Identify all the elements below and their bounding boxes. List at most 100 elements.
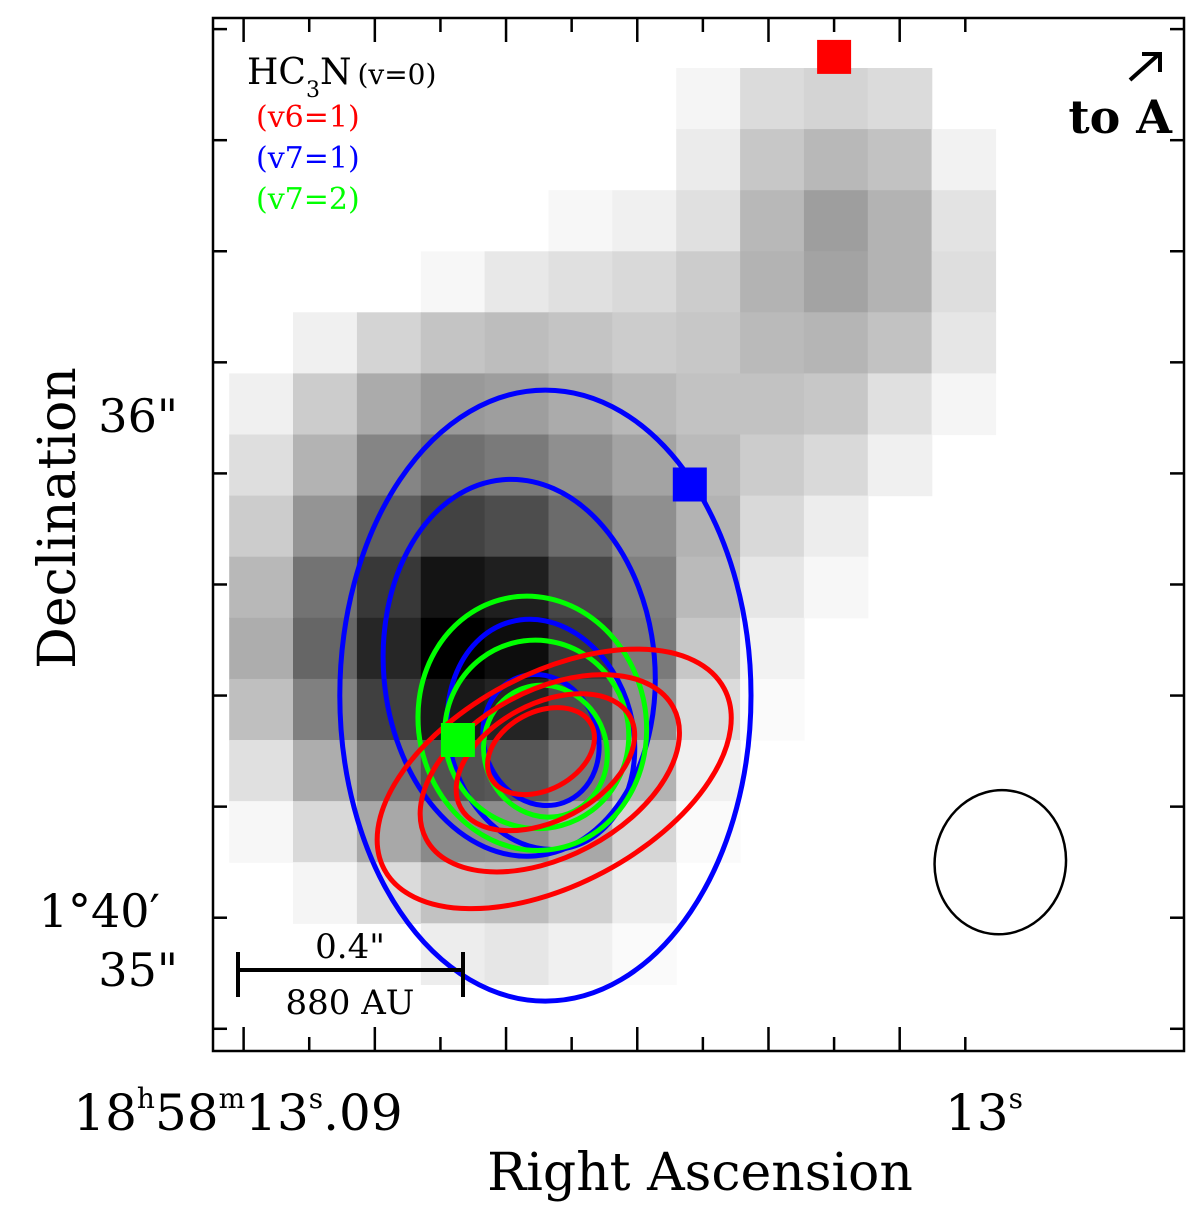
heatmap-cell [676, 740, 741, 802]
heatmap-cell [612, 190, 677, 252]
heatmap-cell [420, 312, 486, 374]
heatmap-cell [229, 678, 294, 741]
heatmap-cell [867, 129, 933, 191]
heatmap-cell [740, 190, 805, 252]
heatmap-cell [803, 434, 869, 497]
heatmap-cell [484, 312, 550, 374]
heatmap-cell [803, 251, 869, 313]
marker-layer [440, 39, 852, 757]
contour-v71-level-2 [380, 476, 658, 859]
heatmap-cell [931, 373, 997, 436]
heatmap-cell [931, 251, 997, 313]
heatmap-cell [931, 129, 997, 191]
contour-v61-level-3 [453, 691, 638, 834]
heatmap-cell [867, 373, 933, 436]
heatmap-cell [740, 68, 805, 130]
heatmap-cell [803, 556, 869, 619]
heatmap-cell [293, 801, 358, 863]
legend-entry-v7-1: (v7=1) [256, 141, 360, 176]
tick-marks [213, 18, 1184, 1051]
heatmap-cell [867, 190, 933, 252]
heatmap-cell [740, 373, 805, 436]
heatmap-cell [612, 434, 677, 497]
heatmap-cell [740, 312, 805, 374]
heatmap-cell [931, 312, 997, 374]
contour-v61-level-4 [485, 705, 597, 798]
heatmap-cell [740, 251, 805, 313]
heatmap-cell [548, 434, 613, 497]
heatmap-cell [612, 862, 677, 924]
beam-ellipse [933, 788, 1068, 936]
heatmap-cell [867, 312, 933, 374]
heatmap-cell [229, 740, 294, 802]
heatmap-cell [803, 312, 869, 374]
y-axis-label: Declination [28, 367, 88, 669]
heatmap-cell [740, 495, 805, 558]
legend: HC3N (v=0) (v6=1) (v7=1) (v7=2) [247, 52, 436, 217]
heatmap-cell [229, 495, 294, 558]
heatmap-cell [548, 190, 613, 252]
scalebar-angular: 0.4" [315, 927, 385, 967]
heatmap-cell [676, 251, 741, 313]
heatmap-cell [676, 373, 741, 436]
heatmap-cell [356, 617, 422, 680]
heatmap-cell [420, 373, 486, 436]
heatmap-cell [293, 495, 358, 558]
heatmap-cell [931, 190, 997, 252]
legend-entry-v7-2: (v7=2) [256, 182, 360, 217]
heatmap [229, 68, 997, 985]
heatmap-cell [803, 190, 869, 252]
beam-layer [933, 788, 1068, 936]
arrow-icon [1128, 52, 1162, 82]
y-tick-label-35: 35" [98, 943, 178, 997]
heatmap-cell [484, 495, 550, 558]
heatmap-cell [548, 251, 613, 313]
y-tick-label-1d40m: 1°40′ [39, 884, 160, 938]
heatmap-cell [548, 312, 613, 374]
heatmap-cell [612, 923, 677, 985]
heatmap-cell [676, 312, 741, 374]
heatmap-cell [293, 617, 358, 680]
contour-layer [337, 387, 754, 1004]
x-axis-label: Right Ascension [487, 1143, 913, 1203]
marker-v71 [672, 467, 707, 502]
heatmap-cell [740, 556, 805, 619]
heatmap-cell [293, 862, 358, 924]
heatmap-cell [229, 617, 294, 680]
heatmap-cell [612, 251, 677, 313]
x-tick-label-13: 13s [945, 1082, 1023, 1142]
y-tick-label-36: 36" [98, 389, 178, 443]
heatmap-cell [484, 251, 550, 313]
heatmap-cell [420, 495, 486, 558]
heatmap-cell [740, 434, 805, 497]
heatmap-cell [420, 251, 486, 313]
heatmap-cell [484, 923, 550, 985]
x-tick-label-13-09: 18h58m13s.09 [73, 1082, 402, 1142]
heatmap-cell [293, 434, 358, 497]
heatmap-cell [612, 312, 677, 374]
heatmap-cell [676, 190, 741, 252]
heatmap-cell [229, 556, 294, 619]
marker-v72 [440, 723, 475, 757]
heatmap-cell [293, 312, 358, 374]
heatmap-cell [356, 801, 422, 863]
heatmap-cell [293, 678, 358, 741]
contour-v71-level-1 [337, 387, 754, 1004]
heatmap-cell [229, 373, 294, 436]
heatmap-cell [740, 129, 805, 191]
heatmap-cell [484, 373, 550, 436]
heatmap-cell [356, 373, 422, 436]
scalebar-physical: 880 AU [286, 983, 415, 1023]
legend-entry-v0: HC3N (v=0) [247, 52, 436, 103]
direction-annotation: to A [1068, 52, 1173, 144]
heatmap-cell [803, 129, 869, 191]
heatmap-cell [867, 68, 933, 130]
marker-v61 [817, 39, 852, 74]
heatmap-cell [548, 923, 613, 985]
legend-entry-v6: (v6=1) [256, 100, 360, 135]
plot-frame [211, 16, 1186, 1053]
heatmap-cell [420, 923, 486, 985]
heatmap-cell [676, 68, 741, 130]
heatmap-cell [867, 251, 933, 313]
